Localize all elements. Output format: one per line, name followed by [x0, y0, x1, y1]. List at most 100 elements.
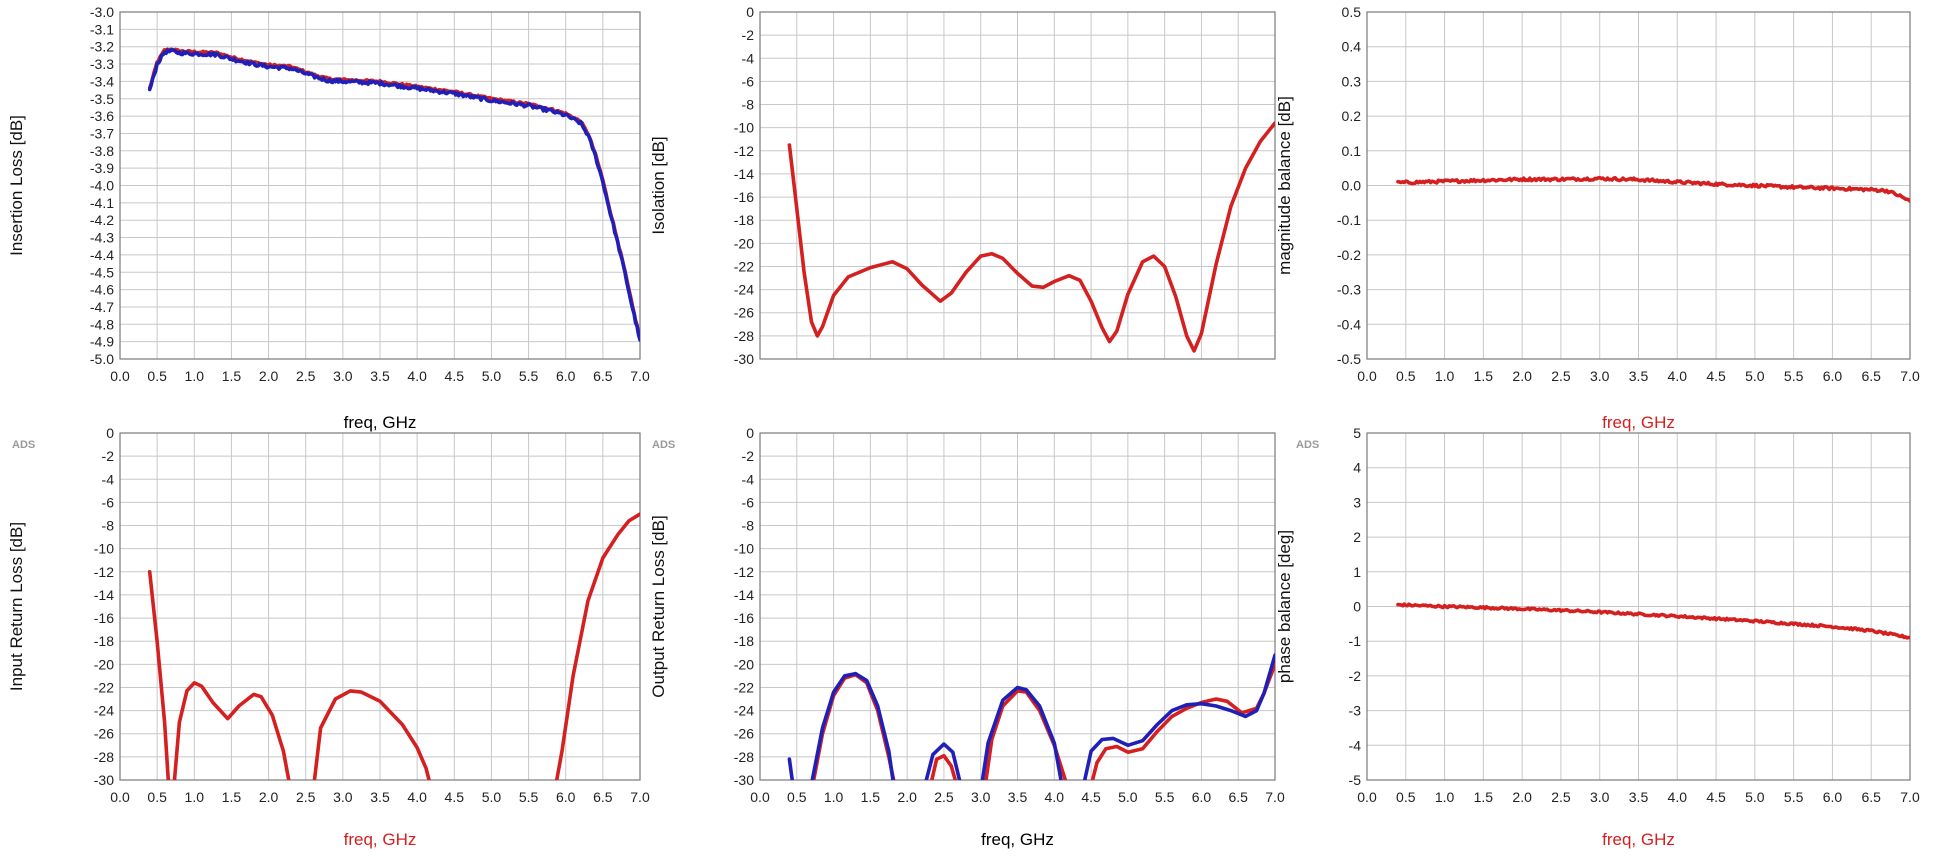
y-tick-label: -30	[734, 772, 754, 788]
y-tick-label: -18	[734, 633, 754, 649]
y-tick-label: 0	[746, 425, 754, 441]
series-line-2	[147, 47, 640, 342]
x-tick-label: 5.0	[482, 368, 502, 384]
y-axis-label: magnitude balance [dB]	[1275, 96, 1294, 275]
y-tick-label: -6	[102, 494, 115, 510]
x-tick-label: 4.5	[445, 789, 465, 805]
x-tick-label: 1.5	[222, 368, 242, 384]
y-tick-label: -0.3	[1337, 282, 1361, 298]
y-tick-label: -8	[742, 518, 755, 534]
y-tick-label: -0.1	[1337, 212, 1361, 228]
x-tick-label: 6.0	[1192, 789, 1212, 805]
y-tick-label: -4	[1349, 737, 1362, 753]
y-tick-label: -4.3	[90, 230, 114, 246]
y-tick-label: -0.4	[1337, 316, 1361, 332]
series-line-2	[787, 653, 1275, 780]
x-tick-label: 4.0	[1668, 368, 1688, 384]
y-tick-label: 0.1	[1342, 143, 1362, 159]
x-axis-label: freq, GHz	[1602, 830, 1675, 849]
y-tick-label: -3.7	[90, 125, 114, 141]
ads-watermark: ADS	[1296, 439, 1319, 451]
x-tick-label: 1.5	[222, 789, 242, 805]
y-tick-label: -4	[742, 471, 755, 487]
y-tick-label: -3.4	[90, 73, 114, 89]
plot-frame	[759, 432, 1276, 781]
x-axis-label: freq, GHz	[981, 830, 1054, 849]
x-tick-label: 1.0	[185, 789, 205, 805]
x-tick-label: 5.5	[1784, 368, 1804, 384]
x-tick-label: 7.0	[630, 368, 650, 384]
y-tick-label: -2	[1349, 668, 1362, 684]
x-tick-label: 0.0	[110, 368, 130, 384]
y-axis-label: Input Return Loss [dB]	[7, 522, 26, 691]
y-tick-label: -2	[102, 448, 115, 464]
y-tick-label: 0	[746, 4, 754, 20]
x-tick-label: 3.0	[1590, 789, 1610, 805]
y-tick-label: -4.5	[90, 264, 114, 280]
y-tick-label: -20	[94, 656, 114, 672]
y-tick-label: 0.0	[1342, 178, 1362, 194]
y-tick-label: -10	[734, 541, 754, 557]
x-tick-label: 2.0	[897, 789, 917, 805]
y-tick-label: -2	[742, 448, 755, 464]
y-axis-label: Output Return Loss [dB]	[649, 515, 668, 697]
x-tick-label: 4.0	[1045, 789, 1065, 805]
y-tick-label: -3.5	[90, 91, 114, 107]
y-tick-label: -20	[734, 235, 754, 251]
y-tick-label: -8	[742, 97, 755, 113]
y-tick-label: -3.6	[90, 108, 114, 124]
y-tick-label: -3.3	[90, 56, 114, 72]
y-tick-label: 0	[1353, 599, 1361, 615]
y-tick-label: -28	[734, 749, 754, 765]
y-tick-label: -3.8	[90, 143, 114, 159]
x-tick-label: 6.5	[1861, 789, 1881, 805]
x-tick-label: 6.0	[556, 789, 576, 805]
y-tick-label: -18	[734, 212, 754, 228]
y-tick-label: -6	[742, 494, 755, 510]
x-tick-label: 0.0	[750, 789, 770, 805]
y-tick-label: -10	[94, 541, 114, 557]
y-tick-label: -4.6	[90, 282, 114, 298]
x-tick-label: 1.5	[1474, 789, 1494, 805]
x-tick-label: 3.5	[1629, 789, 1649, 805]
chart-panel-4: -30-28-26-24-22-20-18-16-14-12-10-8-6-4-…	[7, 425, 650, 849]
y-tick-label: -14	[734, 166, 754, 182]
y-tick-label: -12	[94, 564, 114, 580]
x-tick-label: 3.0	[1590, 368, 1610, 384]
y-tick-label: -3.9	[90, 160, 114, 176]
x-tick-label: 5.0	[1745, 368, 1765, 384]
x-tick-label: 1.0	[1435, 368, 1455, 384]
x-tick-label: 7.0	[1265, 789, 1285, 805]
series-line-1	[1396, 175, 1910, 203]
x-tick-label: 4.0	[407, 368, 427, 384]
x-tick-label: 4.0	[407, 789, 427, 805]
x-tick-label: 3.5	[1629, 368, 1649, 384]
x-tick-label: 2.0	[1512, 789, 1532, 805]
y-tick-label: -16	[94, 610, 114, 626]
x-tick-label: 3.0	[971, 789, 991, 805]
y-tick-label: -4.9	[90, 334, 114, 350]
y-tick-label: -28	[734, 328, 754, 344]
y-tick-label: -20	[734, 656, 754, 672]
y-tick-label: -30	[734, 351, 754, 367]
x-tick-label: 0.5	[1396, 789, 1416, 805]
x-tick-label: 4.5	[445, 368, 465, 384]
x-tick-label: 0.0	[110, 789, 130, 805]
grid-lines	[119, 11, 641, 360]
grid-lines	[1366, 11, 1911, 360]
y-axis-label: phase balance [deg]	[1275, 530, 1294, 683]
y-tick-label: 0	[106, 425, 114, 441]
x-tick-label: 6.5	[1861, 368, 1881, 384]
x-tick-label: 3.0	[333, 368, 353, 384]
y-tick-label: -26	[94, 726, 114, 742]
y-tick-label: -28	[94, 749, 114, 765]
x-tick-label: 5.5	[519, 789, 539, 805]
y-tick-label: -4.2	[90, 212, 114, 228]
y-tick-label: -26	[734, 726, 754, 742]
x-tick-label: 0.5	[1396, 368, 1416, 384]
y-tick-label: 0.3	[1342, 73, 1362, 89]
y-tick-label: 4	[1353, 460, 1361, 476]
y-tick-label: -24	[734, 703, 754, 719]
y-tick-label: 3	[1353, 494, 1361, 510]
y-tick-label: -24	[94, 703, 114, 719]
